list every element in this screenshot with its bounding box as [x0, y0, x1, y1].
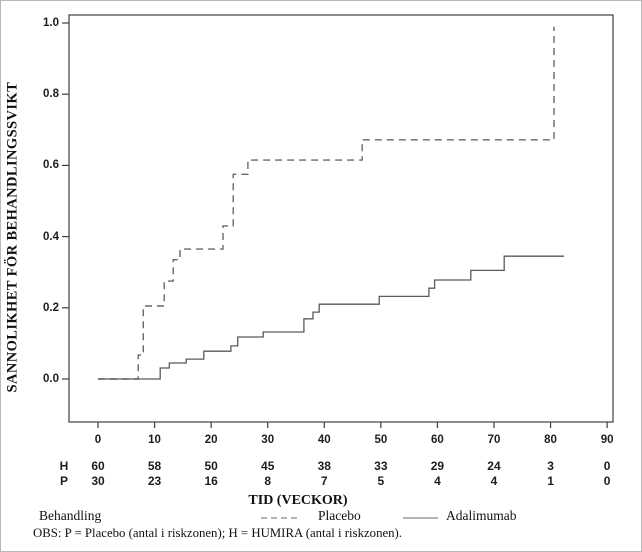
risk-count: 4 [434, 474, 441, 488]
risk-count: 4 [490, 474, 498, 488]
x-tick-label: 80 [544, 434, 557, 446]
risk-count: 60 [91, 459, 105, 473]
risk-count: 58 [147, 459, 162, 473]
risk-count: 30 [91, 474, 105, 488]
x-tick-label: 30 [261, 434, 275, 446]
y-tick-label: 1.0 [43, 17, 59, 29]
risk-row-label: H [59, 459, 69, 473]
plot-border [68, 14, 614, 423]
x-tick-label: 60 [431, 434, 444, 446]
x-tick-label: 20 [204, 434, 218, 446]
legend-label-adalimumab: Adalimumab [446, 508, 517, 523]
x-axis-title: TID (VECKOR) [248, 493, 348, 508]
y-tick-label: 0.4 [43, 230, 59, 243]
risk-count: 24 [487, 459, 501, 473]
legend-label-placebo: Placebo [318, 508, 361, 523]
risk-count: 29 [430, 459, 445, 473]
risk-count: 23 [147, 474, 162, 488]
y-axis-ticks [62, 22, 69, 380]
risk-count: 5 [377, 474, 385, 488]
x-axis-ticks [97, 422, 608, 428]
risk-row-label: P [59, 474, 68, 488]
risk-count: 0 [603, 474, 611, 488]
x-tick-label: 10 [148, 434, 161, 446]
risk-count: 1 [547, 474, 554, 488]
footnote: OBS: P = Placebo (antal i riskzonen); H … [33, 526, 403, 540]
adalimumab-curve [98, 255, 565, 380]
x-tick-label: 50 [374, 434, 388, 446]
risk-count: 45 [261, 459, 275, 473]
y-tick-label: 0.6 [43, 159, 59, 172]
risk-count: 8 [264, 474, 272, 488]
risk-count: 0 [603, 459, 611, 473]
risk-count: 16 [204, 474, 218, 488]
legend-title: Behandling [39, 508, 102, 523]
y-tick-label: 0.2 [43, 301, 59, 314]
x-tick-label: 70 [487, 434, 501, 446]
risk-count: 3 [547, 459, 554, 473]
x-tick-label: 90 [600, 434, 614, 446]
x-tick-label: 40 [317, 434, 331, 446]
y-axis-title: SANNOLIKHET FÖR BEHANDLINGSSVIKT [4, 81, 21, 393]
y-tick-label: 0.8 [43, 88, 59, 101]
risk-count: 50 [204, 459, 218, 473]
placebo-curve [98, 26, 555, 380]
risk-count: 38 [317, 459, 331, 473]
risk-count: 33 [374, 459, 388, 473]
x-tick-label: 0 [94, 434, 102, 446]
risk-count: 7 [320, 474, 328, 488]
y-tick-label: 0.0 [43, 373, 59, 385]
